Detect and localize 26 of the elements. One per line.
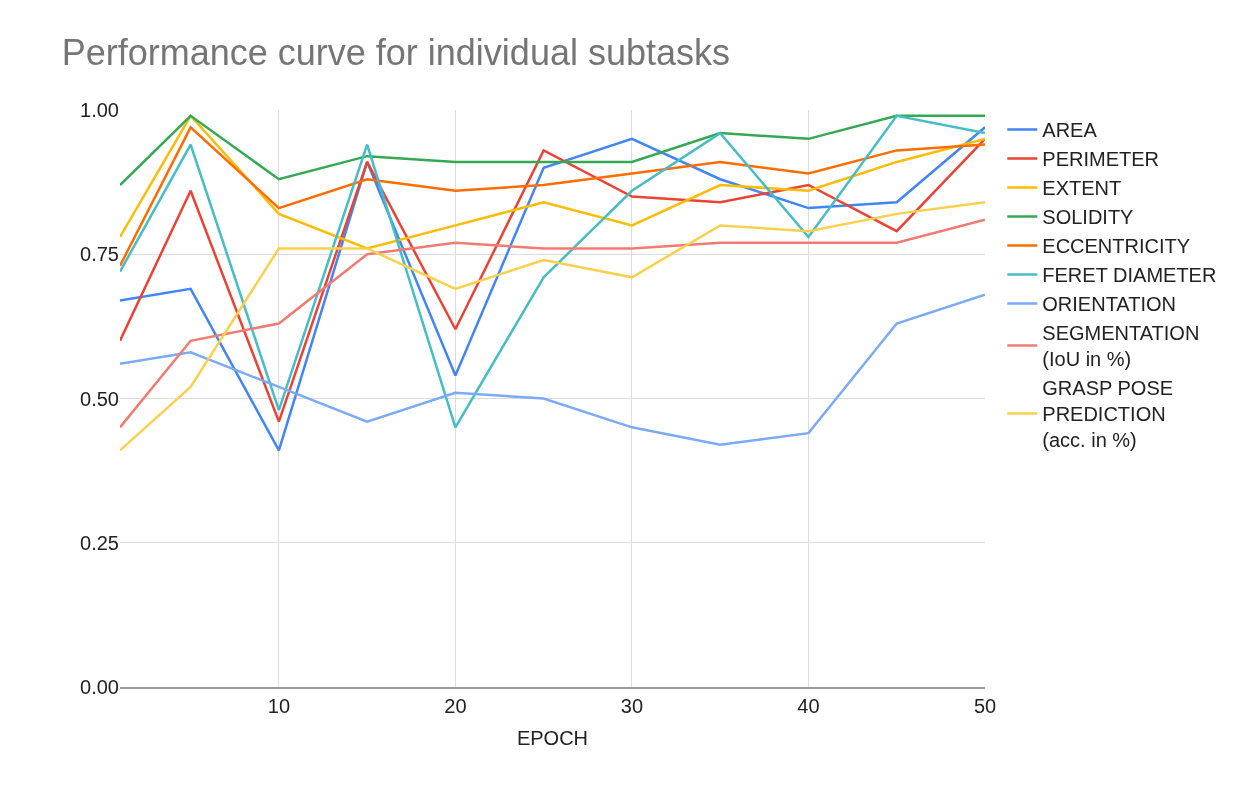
legend-label: ORIENTATION: [1042, 293, 1176, 316]
x-tick-label: 50: [973, 695, 997, 717]
y-tick-label: 0.00: [80, 676, 119, 698]
x-axis-title: EPOCH: [516, 727, 589, 749]
legend-label: SOLIDITY: [1042, 206, 1134, 229]
legend-label: SEGMENTATION (IoU in %): [1042, 322, 1200, 371]
chart-title: Performance curve for individual subtasks: [61, 32, 731, 74]
line-series: [120, 218, 985, 429]
legend-label: EXTENT: [1042, 177, 1122, 200]
line-series: [120, 126, 985, 268]
legend-label: ECCENTRICITY: [1042, 235, 1191, 258]
line-series: [120, 114, 985, 187]
x-tick-label: 40: [797, 695, 820, 717]
y-tick-label: 1.00: [80, 99, 119, 121]
x-tick-label: 10: [267, 695, 291, 717]
line-series: [120, 201, 985, 452]
y-tick-label: 0.25: [80, 531, 119, 554]
line-series: [120, 293, 985, 446]
x-tick-label: 20: [444, 695, 467, 717]
legend-label: FERET DIAMETER: [1042, 264, 1217, 287]
y-tick-label: 0.75: [80, 243, 119, 266]
legend-label: AREA: [1042, 119, 1098, 142]
x-tick-label: 30: [620, 695, 644, 717]
legend-label: GRASP POSE PREDICTION (acc. in %): [1042, 377, 1174, 452]
y-tick-label: 0.50: [80, 387, 119, 410]
legend-label: PERIMETER: [1042, 148, 1159, 171]
